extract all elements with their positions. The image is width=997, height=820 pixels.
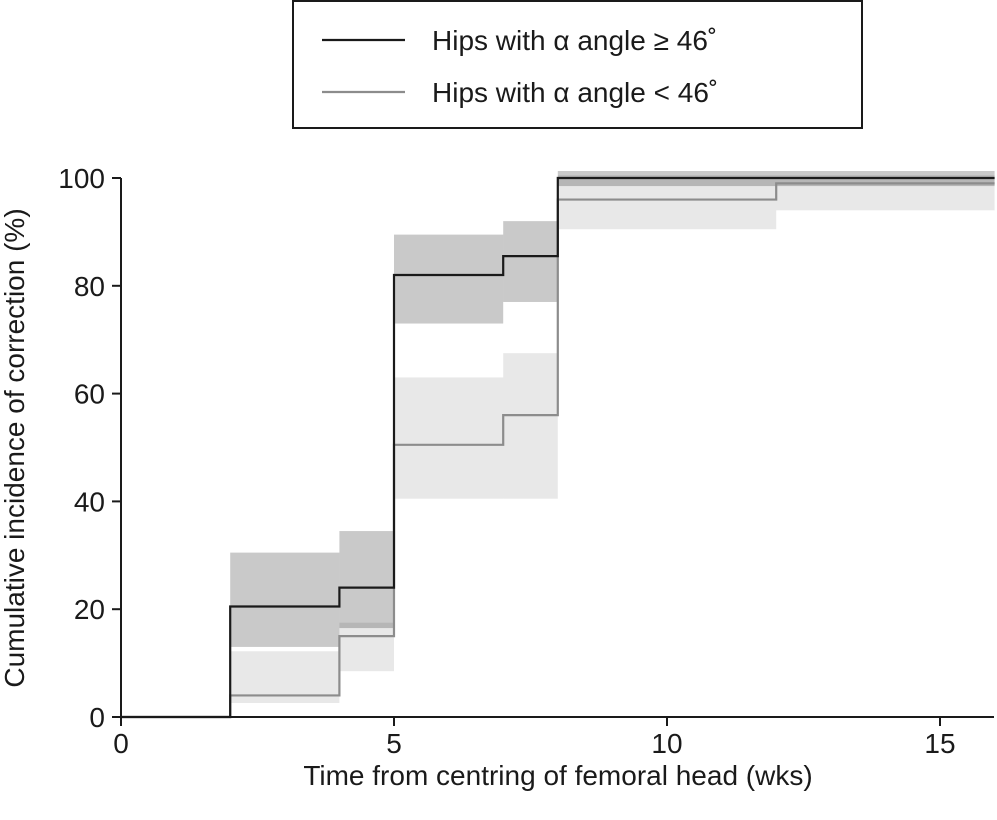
legend-label: Hips with α angle < 46˚ — [432, 77, 718, 108]
confidence-band — [776, 175, 995, 211]
confidence-band — [503, 353, 558, 499]
confidence-band — [394, 234, 504, 324]
confidence-band — [230, 552, 340, 647]
y-tick-label: 40 — [74, 486, 105, 517]
y-tick-label: 100 — [58, 163, 105, 194]
confidence-band — [557, 175, 777, 230]
y-tick-label: 0 — [89, 702, 105, 733]
confidence-band — [394, 377, 504, 499]
y-axis-label: Cumulative incidence of correction (%) — [0, 208, 30, 687]
step-line — [121, 176, 995, 719]
x-tick-label: 0 — [113, 728, 129, 759]
confidence-band — [503, 221, 558, 302]
x-tick-label: 5 — [386, 728, 402, 759]
confidence-band — [339, 622, 394, 672]
y-tick-label: 20 — [74, 594, 105, 625]
legend-label: Hips with α angle ≥ 46˚ — [432, 25, 717, 56]
x-tick-label: 15 — [924, 728, 955, 759]
x-axis-label: Time from centring of femoral head (wks) — [303, 760, 812, 791]
x-tick-label: 10 — [651, 728, 682, 759]
y-tick-label: 80 — [74, 271, 105, 302]
legend-box — [292, 0, 863, 129]
y-tick-label: 60 — [74, 379, 105, 410]
step-line — [121, 182, 995, 719]
confidence-band — [339, 531, 394, 629]
